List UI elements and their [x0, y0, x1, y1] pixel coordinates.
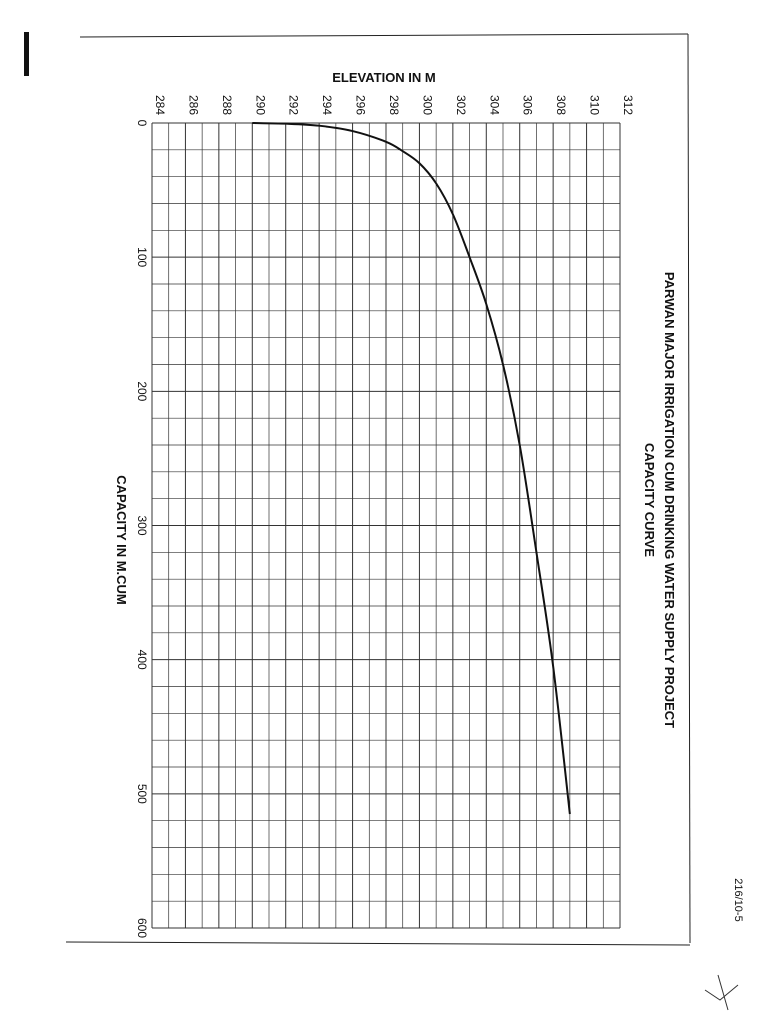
x-tick-label: 296	[354, 95, 368, 115]
x-tick-label: 312	[621, 95, 635, 115]
x-tick-label: 300	[420, 95, 434, 115]
x-tick-label: 286	[186, 95, 200, 115]
x-tick-label: 284	[153, 95, 167, 115]
x-tick-label: 294	[320, 95, 334, 115]
y-tick-label: 200	[135, 381, 149, 401]
y-tick-label: 100	[135, 247, 149, 267]
y-tick-labels: 0 100 200 300 400 500 600	[135, 120, 149, 939]
y-tick-label: 300	[135, 515, 149, 535]
x-tick-label: 298	[387, 95, 401, 115]
x-tick-label: 306	[521, 95, 535, 115]
x-tick-label: 310	[588, 95, 602, 115]
page-border-right	[687, 33, 691, 944]
y-tick-label: 400	[135, 650, 149, 670]
scan-edge-mark	[24, 32, 29, 76]
x-tick-label: 292	[287, 95, 301, 115]
y-tick-label: 600	[135, 918, 149, 938]
capacity-curve-line	[252, 122, 571, 815]
x-tick-labels: 284 286 288 290 292 294 296 298 300 302 304 306 308 3…	[153, 95, 635, 115]
chart-title: PARWAN MAJOR IRRIGATION CUM DRINKING WAT…	[662, 272, 677, 728]
x-tick-label: 304	[487, 95, 501, 115]
y-tick-label: 0	[135, 120, 149, 127]
margin-note: 216/10-5	[732, 878, 744, 921]
y-axis-title: CAPACITY IN M.CUM	[114, 475, 129, 605]
y-tick-label: 500	[135, 784, 149, 804]
chart-subtitle: CAPACITY CURVE	[642, 443, 657, 557]
x-tick-label: 308	[554, 95, 568, 115]
scan-corner-mark	[704, 974, 739, 1011]
x-tick-label: 302	[454, 95, 468, 115]
page-border-bottom	[65, 941, 691, 946]
page-border-top	[79, 33, 689, 38]
x-tick-label: 288	[220, 95, 234, 115]
x-axis-title: ELEVATION IN M	[332, 70, 436, 85]
chart-grid	[151, 122, 621, 929]
x-tick-label: 290	[253, 95, 267, 115]
